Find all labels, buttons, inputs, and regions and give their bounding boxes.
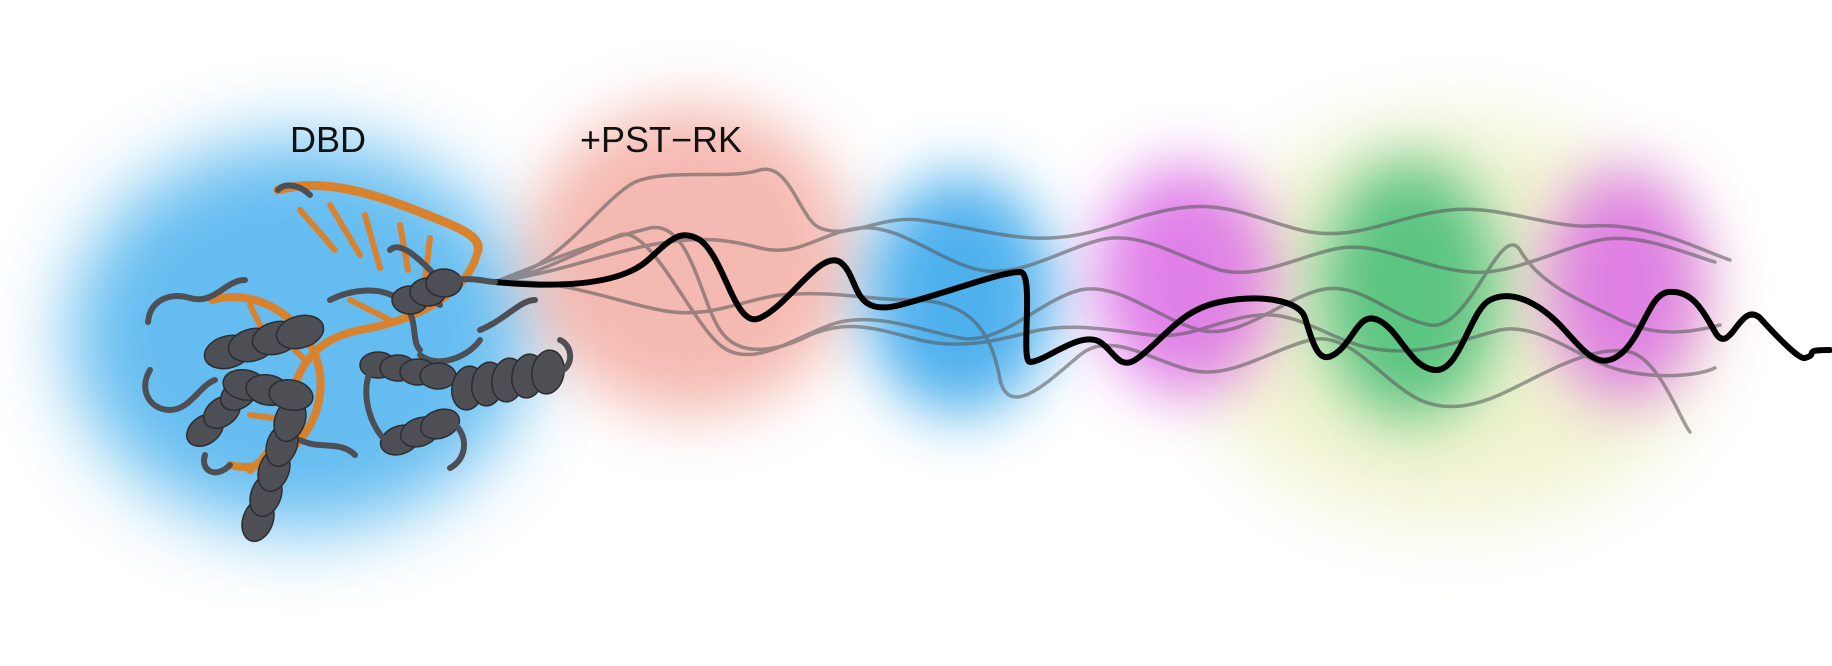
chain-ensemble bbox=[493, 167, 1732, 434]
ensemble-chain-3 bbox=[493, 226, 1717, 284]
ensemble-chain-1 bbox=[493, 167, 1732, 284]
magenta-domain-halo-1 bbox=[1095, 165, 1275, 395]
ensemble-chain-5 bbox=[493, 232, 1722, 357]
protein-helix-6 bbox=[451, 349, 565, 411]
magenta-domain-halo-2 bbox=[1545, 170, 1705, 400]
protein-dna-ribbon-icon bbox=[142, 180, 574, 543]
dbd-label: DBD bbox=[290, 119, 366, 160]
protein-helix-7 bbox=[391, 268, 463, 315]
protein-helix-4 bbox=[222, 368, 314, 412]
protein-helix-3 bbox=[203, 314, 325, 370]
protein-helix-8 bbox=[379, 408, 461, 456]
ensemble-chain-2 bbox=[493, 225, 1717, 378]
main-chain bbox=[492, 232, 1832, 373]
ensemble-chain-4 bbox=[493, 279, 1692, 434]
dna-base-pairs bbox=[247, 202, 433, 423]
pst-rk-label: +PST−RK bbox=[580, 119, 742, 160]
